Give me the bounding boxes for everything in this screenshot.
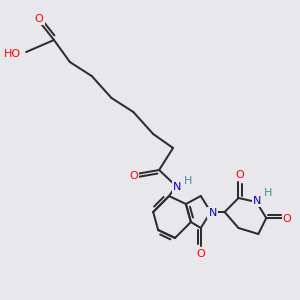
Text: HO: HO — [4, 49, 21, 59]
Text: O: O — [196, 249, 205, 259]
Text: O: O — [35, 14, 44, 24]
Text: O: O — [129, 171, 138, 181]
Text: O: O — [235, 170, 244, 180]
Text: N: N — [208, 208, 217, 218]
Text: N: N — [173, 182, 181, 192]
Text: N: N — [253, 196, 262, 206]
Text: O: O — [283, 214, 292, 224]
Text: H: H — [184, 176, 192, 186]
Text: H: H — [264, 188, 272, 198]
